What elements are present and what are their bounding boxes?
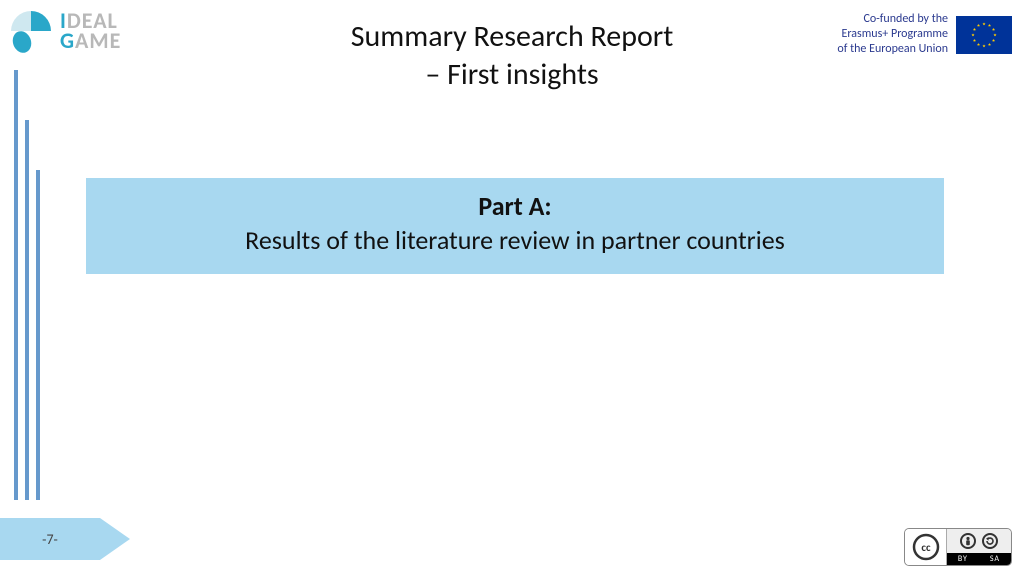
callout-description: Results of the literature review in part… xyxy=(102,224,928,256)
cc-sa-icon xyxy=(982,533,998,549)
page-number-badge: -7- xyxy=(0,518,130,560)
page-number: -7- xyxy=(0,518,100,560)
cc-logo-icon: cc xyxy=(905,529,947,565)
title-line2: – First insights xyxy=(0,56,1024,94)
decorative-vertical-bars xyxy=(14,70,40,500)
svg-text:cc: cc xyxy=(921,541,931,554)
cc-label-sa: SA xyxy=(990,554,1000,564)
cc-license-badge: cc BY SA xyxy=(904,528,1012,566)
eu-line2: Erasmus+ Programme xyxy=(837,27,948,42)
eu-text: Co-funded by the Erasmus+ Programme of t… xyxy=(837,12,948,57)
vbar-3 xyxy=(36,170,40,500)
vbar-1 xyxy=(14,70,18,500)
eu-line1: Co-funded by the xyxy=(837,12,948,27)
cc-label-by: BY xyxy=(958,554,968,564)
vbar-2 xyxy=(25,120,29,500)
cc-by-icon xyxy=(960,533,976,549)
section-callout: Part A: Results of the literature review… xyxy=(86,178,944,274)
title-line1: Summary Research Report xyxy=(351,18,674,55)
eu-line3: of the European Union xyxy=(837,42,948,57)
eu-flag-icon xyxy=(956,16,1012,54)
cc-labels: BY SA xyxy=(947,553,1011,565)
callout-part-label: Part A: xyxy=(102,190,928,222)
eu-funding: Co-funded by the Erasmus+ Programme of t… xyxy=(837,12,1012,57)
cc-right: BY SA xyxy=(947,529,1011,565)
slide: IDEAL GAME Summary Research Report – Fir… xyxy=(0,0,1024,576)
cc-icons xyxy=(947,529,1011,553)
